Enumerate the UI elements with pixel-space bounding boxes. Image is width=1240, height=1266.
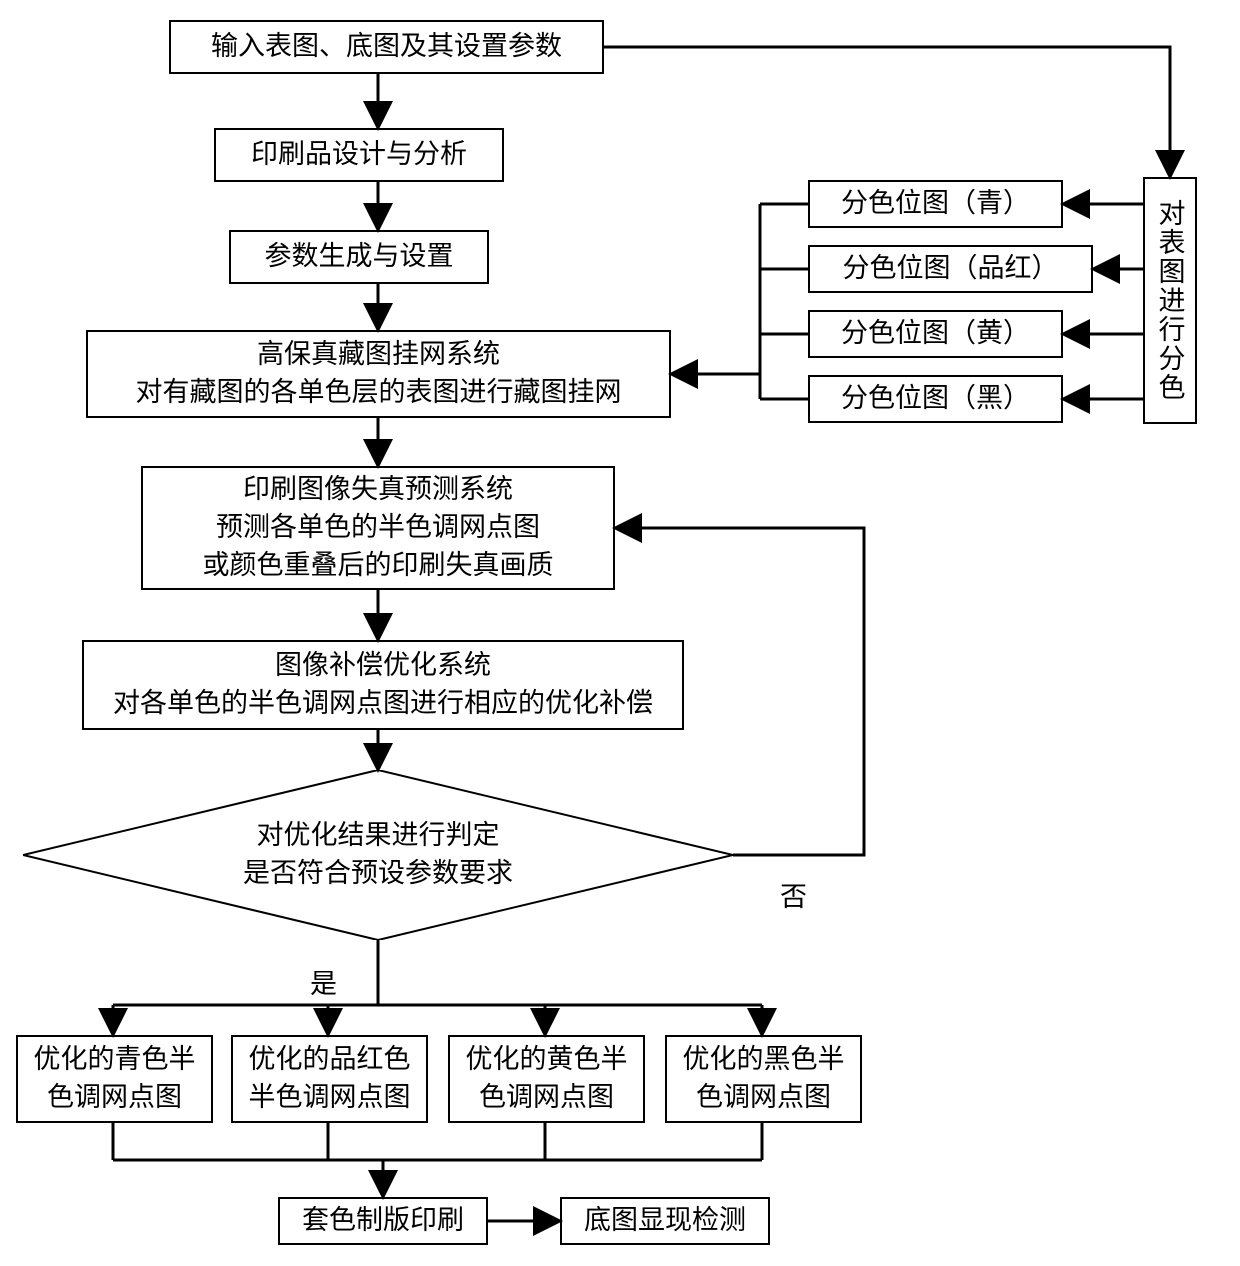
node-opt-magenta-inner: 优化的品红色 半色调网点图	[249, 1041, 411, 1117]
node-color-sep: 对表图进行分色	[1143, 177, 1197, 424]
node-hifi-l1: 高保真藏图挂网系统	[136, 336, 622, 374]
node-opt-black: 优化的黑色半 色调网点图	[665, 1035, 862, 1123]
node-color-sep-text: 对表图进行分色	[1151, 199, 1190, 402]
node-opt-cyan: 优化的青色半 色调网点图	[16, 1035, 213, 1123]
node-opt-black-inner: 优化的黑色半 色调网点图	[683, 1041, 845, 1117]
node-opt-cyan-l1: 优化的青色半	[34, 1041, 196, 1079]
node-predict-l1: 印刷图像失真预测系统	[203, 471, 554, 509]
node-sep-yellow-text: 分色位图（黄）	[841, 315, 1030, 353]
node-opt-black-l1: 优化的黑色半	[683, 1041, 845, 1079]
node-sep-magenta-text: 分色位图（品红）	[843, 250, 1059, 288]
decision-l2: 是否符合预设参数要求	[243, 855, 513, 893]
node-print-text: 套色制版印刷	[302, 1202, 464, 1240]
node-opt-yellow: 优化的黄色半 色调网点图	[448, 1035, 645, 1123]
node-input-text: 输入表图、底图及其设置参数	[211, 28, 562, 66]
node-hifi: 高保真藏图挂网系统 对有藏图的各单色层的表图进行藏图挂网	[86, 330, 671, 418]
node-opt-yellow-inner: 优化的黄色半 色调网点图	[466, 1041, 628, 1117]
node-predict-inner: 印刷图像失真预测系统 预测各单色的半色调网点图 或颜色重叠后的印刷失真画质	[203, 471, 554, 584]
node-detect-text: 底图显现检测	[584, 1202, 746, 1240]
node-compensate-l2: 对各单色的半色调网点图进行相应的优化补偿	[113, 685, 653, 723]
node-opt-magenta-l1: 优化的品红色	[249, 1041, 411, 1079]
label-no-text: 否	[780, 882, 807, 912]
node-predict: 印刷图像失真预测系统 预测各单色的半色调网点图 或颜色重叠后的印刷失真画质	[141, 466, 615, 590]
decision-text-wrap: 对优化结果进行判定 是否符合预设参数要求	[243, 817, 513, 893]
node-compensate: 图像补偿优化系统 对各单色的半色调网点图进行相应的优化补偿	[82, 640, 684, 730]
node-sep-black: 分色位图（黑）	[808, 375, 1063, 423]
node-params-text: 参数生成与设置	[265, 238, 454, 276]
label-no: 否	[780, 875, 807, 914]
node-predict-l3: 或颜色重叠后的印刷失真画质	[203, 547, 554, 585]
node-sep-black-text: 分色位图（黑）	[841, 380, 1030, 418]
decision-l1: 对优化结果进行判定	[243, 817, 513, 855]
node-design-text: 印刷品设计与分析	[251, 136, 467, 174]
node-compensate-inner: 图像补偿优化系统 对各单色的半色调网点图进行相应的优化补偿	[113, 647, 653, 723]
node-opt-magenta-l2: 半色调网点图	[249, 1079, 411, 1117]
node-opt-yellow-l2: 色调网点图	[466, 1079, 628, 1117]
node-opt-magenta: 优化的品红色 半色调网点图	[231, 1035, 428, 1123]
node-opt-black-l2: 色调网点图	[683, 1079, 845, 1117]
node-params: 参数生成与设置	[229, 230, 489, 284]
node-sep-yellow: 分色位图（黄）	[808, 310, 1063, 358]
node-predict-l2: 预测各单色的半色调网点图	[203, 509, 554, 547]
node-compensate-l1: 图像补偿优化系统	[113, 647, 653, 685]
node-sep-cyan: 分色位图（青）	[808, 180, 1063, 228]
node-opt-yellow-l1: 优化的黄色半	[466, 1041, 628, 1079]
label-yes: 是	[310, 962, 337, 1001]
node-sep-cyan-text: 分色位图（青）	[841, 185, 1030, 223]
node-input: 输入表图、底图及其设置参数	[169, 20, 604, 74]
node-hifi-l2: 对有藏图的各单色层的表图进行藏图挂网	[136, 374, 622, 412]
node-sep-magenta: 分色位图（品红）	[808, 245, 1093, 293]
node-print: 套色制版印刷	[278, 1197, 488, 1245]
node-design: 印刷品设计与分析	[214, 128, 504, 182]
node-opt-cyan-inner: 优化的青色半 色调网点图	[34, 1041, 196, 1117]
node-opt-cyan-l2: 色调网点图	[34, 1079, 196, 1117]
node-detect: 底图显现检测	[560, 1197, 770, 1245]
decision-node: 对优化结果进行判定 是否符合预设参数要求	[23, 770, 733, 940]
node-hifi-inner: 高保真藏图挂网系统 对有藏图的各单色层的表图进行藏图挂网	[136, 336, 622, 412]
label-yes-text: 是	[310, 969, 337, 999]
